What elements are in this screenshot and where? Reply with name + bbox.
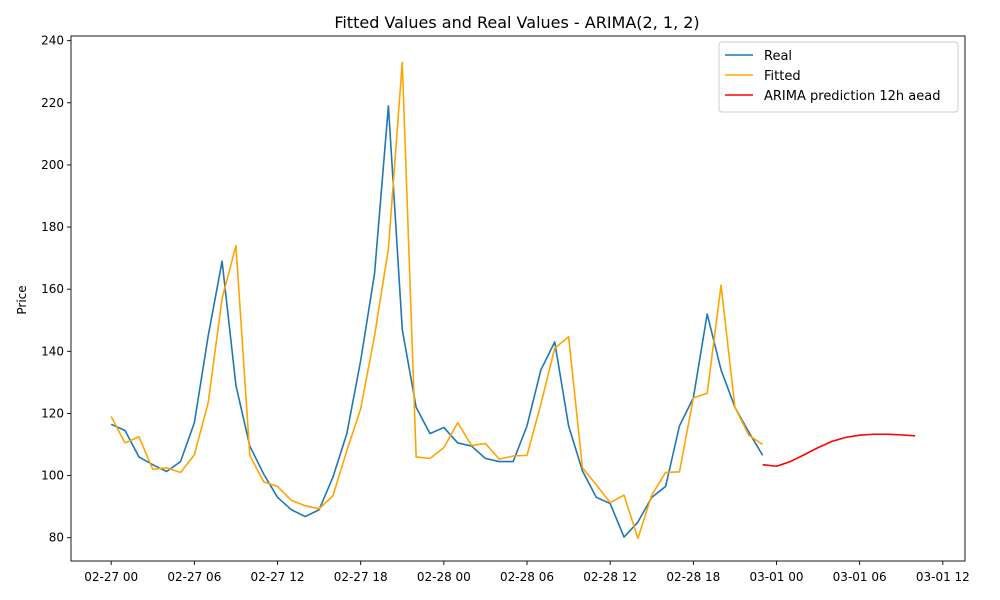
chart-title: Fitted Values and Real Values - ARIMA(2,… — [334, 13, 699, 32]
y-tick-label: 80 — [49, 531, 64, 545]
x-tick-label: 03-01 12 — [916, 570, 970, 584]
x-tick-label: 03-01 06 — [833, 570, 887, 584]
x-tick-label: 02-28 12 — [583, 570, 637, 584]
x-tick-label: 02-28 18 — [666, 570, 720, 584]
plot-frame — [70, 35, 966, 562]
y-tick-label: 120 — [41, 406, 64, 420]
series-layer — [110, 61, 916, 540]
legend-box — [718, 41, 959, 113]
y-tick-label: 160 — [41, 282, 64, 296]
series-line-arima-prediction-12h-aead — [762, 433, 916, 468]
series-line-real — [110, 105, 764, 538]
y-tick-label: 220 — [41, 96, 64, 110]
x-tick-label: 02-27 18 — [334, 570, 388, 584]
x-tick-label: 02-28 06 — [500, 570, 554, 584]
x-tick-label: 02-27 06 — [167, 570, 221, 584]
plot-area — [70, 35, 966, 562]
legend-label-arima-prediction-12h-aead: ARIMA prediction 12h aead — [764, 89, 940, 104]
x-tick-label: 02-27 12 — [251, 570, 305, 584]
x-tick-label: 03-01 00 — [750, 570, 804, 584]
y-axis-label: Price — [15, 285, 29, 314]
x-tick-label: 02-28 00 — [417, 570, 471, 584]
legend-label-real: Real — [764, 49, 792, 64]
x-axis: 02-27 00 02-27 06 02-27 12 02-27 18 02-28 00… — [84, 561, 970, 584]
x-tick-label: 02-27 00 — [84, 570, 138, 584]
legend-label-fitted: Fitted — [764, 69, 801, 84]
y-axis: 80 100 120 140 160 180 200 220 240 — [41, 34, 71, 545]
y-tick-label: 100 — [41, 469, 64, 483]
y-tick-label: 180 — [41, 220, 64, 234]
y-tick-label: 140 — [41, 344, 64, 358]
y-tick-label: 240 — [41, 34, 64, 48]
legend: Real Fitted ARIMA prediction 12h aead — [718, 41, 959, 113]
series-line-fitted — [110, 61, 764, 540]
y-tick-label: 200 — [41, 158, 64, 172]
